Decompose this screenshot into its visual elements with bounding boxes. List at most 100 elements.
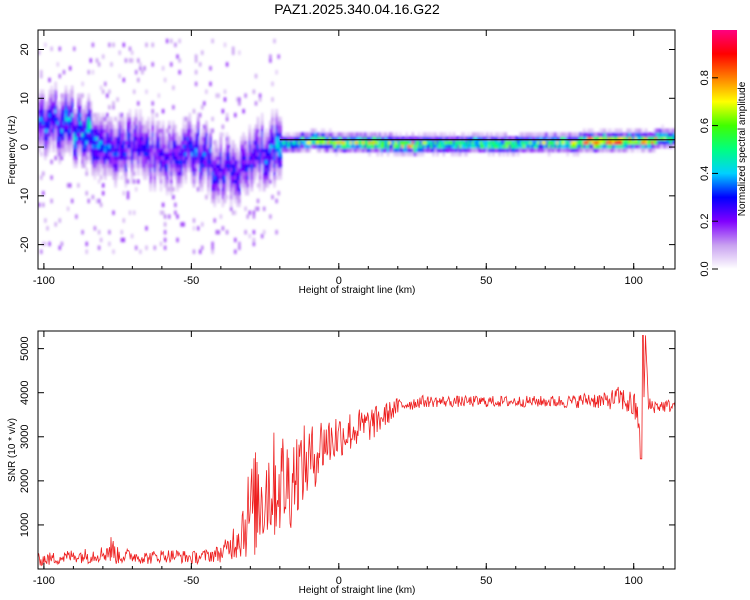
spectrogram-cell (382, 132, 386, 137)
spectrogram-cell (341, 132, 344, 137)
spectrogram-cell (163, 183, 167, 188)
spectrogram-cell (48, 120, 51, 126)
spectrogram-cell (248, 140, 251, 145)
spectrogram-cell (388, 148, 392, 153)
spectrogram-cell (265, 163, 268, 168)
spectrogram-cell (638, 140, 642, 145)
spectrogram-cell (54, 85, 57, 90)
spectrogram-cell (184, 116, 187, 122)
spectrogram-cell (657, 144, 660, 149)
spectrogram-cell (638, 132, 642, 137)
spectrogram-cell (240, 163, 243, 168)
spectrogram-cell (516, 151, 520, 157)
spectrogram-cell (597, 144, 600, 149)
spectrogram-cell (504, 136, 507, 141)
spectrogram-cell (632, 136, 635, 141)
spectrogram-cell (558, 136, 561, 141)
spectrogram-cell (38, 148, 41, 153)
spectrogram-cell (490, 148, 493, 153)
spectrogram-cell (120, 148, 123, 153)
spectrogram-cell (172, 120, 175, 126)
spectrogram-cell (114, 148, 117, 153)
spectrogram-cell (291, 144, 295, 149)
spectrogram-cell (221, 155, 225, 161)
spectrogram-cell (273, 155, 276, 161)
spectrogram-cell (93, 136, 97, 141)
spectrogram-cell (205, 124, 208, 129)
spectrogram-cell (143, 132, 146, 137)
spectrogram-cell (644, 140, 648, 145)
spectrogram-cell (203, 163, 206, 168)
spectrogram-cell (97, 144, 101, 149)
spectrogram-cell (38, 120, 41, 126)
spectrogram-cell (87, 112, 90, 118)
spectrogram-cell (137, 163, 140, 168)
spectrogram-cell (471, 148, 474, 153)
spectrogram-cell (83, 132, 86, 137)
spectrogram-cell (256, 183, 260, 188)
spectrogram-cell (205, 144, 208, 149)
spectrogram-cell (572, 136, 576, 141)
spectrogram-cell (85, 241, 88, 247)
spectrogram-cell (133, 89, 136, 94)
spectrogram-cell (153, 144, 156, 149)
spectrogram-cell (217, 183, 220, 188)
spectrogram-cell (60, 120, 64, 126)
spectrogram-cell (275, 70, 278, 75)
spectrogram-cell (661, 132, 664, 137)
spectrogram-cell (349, 140, 353, 145)
spectrogram-cell (430, 132, 433, 137)
spectrogram-cell (436, 144, 439, 149)
spectrogram-cell (205, 128, 208, 133)
spectrogram-cell (570, 136, 573, 141)
spectrogram-cell (155, 136, 159, 141)
spectrogram-cell (99, 132, 103, 137)
spectrogram-cell (42, 124, 45, 129)
spectrogram-cell (199, 144, 202, 149)
spectrogram-cell (77, 109, 80, 114)
spectrogram-cell (225, 132, 229, 137)
spectrogram-cell (335, 148, 338, 153)
spectrogram-cell (244, 175, 247, 180)
spectrogram-cell (240, 159, 243, 165)
spectrogram-cell (291, 136, 295, 141)
spectrogram-cell (322, 132, 326, 137)
spectrogram-cell (232, 183, 235, 188)
spectrogram-cell (444, 144, 448, 149)
spectrogram-cell (48, 112, 51, 118)
spectrogram-cell (461, 144, 464, 149)
spectrogram-cell (570, 148, 573, 153)
spectrogram-cell (227, 163, 231, 168)
spectrogram-cell (209, 132, 212, 137)
spectrogram-cell (285, 132, 289, 137)
spectrogram-cell (133, 163, 136, 168)
spectrogram-cell (194, 148, 198, 153)
spectrogram-cell (327, 144, 330, 149)
spectrogram-cell (54, 101, 57, 106)
spectrogram-cell (151, 167, 154, 172)
spectrogram-cell (252, 237, 256, 243)
spectrogram-cell (95, 151, 99, 157)
spectrogram-cell (182, 155, 185, 161)
spectrogram-cell (473, 136, 476, 141)
spectrogram-cell (203, 144, 206, 149)
spectrogram-cell (248, 155, 251, 161)
spectrogram-cell (75, 155, 78, 161)
spectrogram-cell (60, 101, 64, 106)
spectrogram-cell (62, 70, 66, 75)
spectrogram-cell (194, 124, 198, 129)
spectrogram-cell (258, 93, 262, 98)
spectrogram-cell (256, 148, 260, 153)
spectrogram-cell (391, 132, 394, 137)
spectrogram-cell (244, 167, 247, 172)
spectrogram-cell (137, 136, 140, 141)
spectrogram-cell (87, 116, 90, 122)
spectrogram-cell (110, 132, 113, 137)
spectrogram-cell (275, 148, 278, 153)
spectrogram-cell (275, 151, 278, 157)
spectrogram-cell (306, 144, 309, 149)
spectrogram-cell (236, 155, 239, 161)
spectrogram-cell (225, 159, 229, 165)
spectrogram-cell (83, 163, 86, 168)
spectrogram-cell (143, 144, 146, 149)
